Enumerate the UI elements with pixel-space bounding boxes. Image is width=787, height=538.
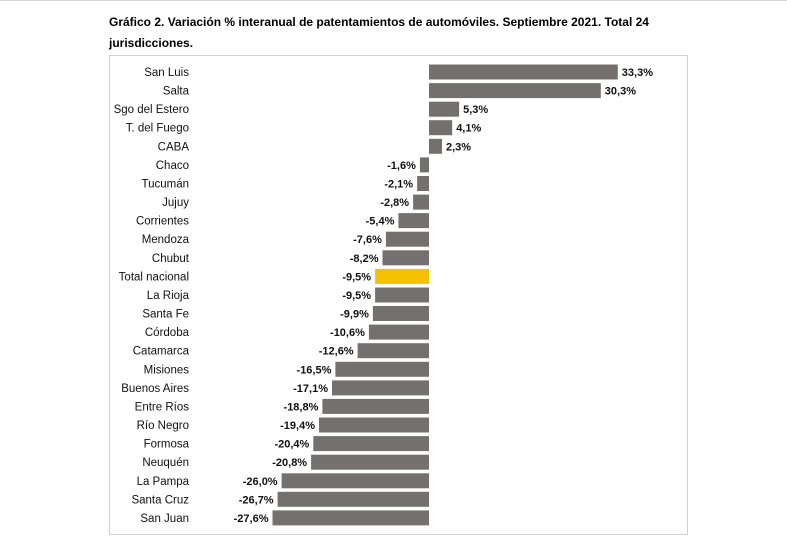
bar-19	[319, 417, 429, 433]
bar-2	[429, 101, 460, 117]
bar-4	[429, 138, 442, 154]
category-label: San Luis	[144, 67, 189, 79]
bar-15	[357, 343, 429, 359]
category-label: Santa Fe	[142, 309, 189, 321]
value-label: -9,5%	[342, 290, 371, 302]
value-label: 2,3%	[446, 141, 471, 153]
bar-9	[385, 231, 429, 247]
value-label: -20,4%	[274, 439, 309, 451]
value-label: -12,6%	[319, 346, 354, 358]
value-label: -9,5%	[342, 271, 371, 283]
category-label: Jujuy	[162, 197, 189, 209]
category-label: Sgo del Estero	[114, 104, 189, 116]
value-label: 5,3%	[463, 104, 488, 116]
category-label: Chaco	[156, 160, 189, 172]
bar-3	[429, 120, 453, 136]
category-label: Río Negro	[137, 420, 189, 432]
category-label: CABA	[158, 141, 190, 153]
category-label: Entre Ríos	[135, 401, 190, 413]
bar-8	[398, 213, 429, 229]
category-label: La Rioja	[147, 290, 190, 302]
value-label: 33,3%	[622, 67, 653, 79]
value-label: -27,6%	[234, 513, 269, 525]
category-label: Buenos Aires	[121, 383, 189, 395]
category-label: Corrientes	[136, 216, 189, 228]
category-label: La Pampa	[137, 476, 190, 488]
category-label: Total nacional	[119, 271, 189, 283]
chart-frame	[109, 55, 688, 535]
value-label: -16,5%	[297, 364, 332, 376]
category-label: Tucumán	[141, 179, 189, 191]
bar-16	[335, 361, 429, 377]
category-label: Formosa	[144, 439, 190, 451]
bar-18	[322, 398, 429, 414]
category-label: Misiones	[144, 364, 190, 376]
value-label: -2,8%	[380, 197, 409, 209]
bar-14	[368, 324, 429, 340]
category-label: Mendoza	[142, 234, 190, 246]
value-label: -1,6%	[387, 160, 416, 172]
bar-0	[429, 64, 618, 80]
value-label: -2,1%	[384, 179, 413, 191]
value-label: -10,6%	[330, 327, 365, 339]
value-label: -18,8%	[284, 401, 319, 413]
value-label: -7,6%	[353, 234, 382, 246]
value-label: -19,4%	[280, 420, 315, 432]
category-label: Neuquén	[142, 457, 189, 469]
value-label: -20,8%	[272, 457, 307, 469]
value-label: -26,0%	[243, 476, 278, 488]
bar-6	[417, 176, 429, 191]
bar-22	[281, 473, 429, 489]
value-label: -8,2%	[350, 253, 379, 265]
bar-21	[311, 454, 429, 470]
bar-24	[272, 510, 429, 526]
bar-17	[332, 380, 429, 396]
bar-10	[382, 250, 429, 266]
bar-5	[419, 157, 429, 173]
top-rule	[0, 0, 787, 1]
category-label: San Juan	[140, 513, 189, 525]
category-label: Santa Cruz	[131, 494, 189, 506]
bar-20	[313, 436, 429, 452]
category-label: Chubut	[152, 253, 190, 265]
category-label: Catamarca	[133, 346, 190, 358]
bar-12	[375, 287, 429, 303]
value-label: -26,7%	[239, 494, 274, 506]
bar-7	[413, 194, 429, 210]
category-label: T. del Fuego	[126, 123, 189, 135]
value-label: 4,1%	[456, 123, 481, 135]
category-label: Córdoba	[145, 327, 190, 339]
bar-23	[277, 491, 429, 507]
value-label: -17,1%	[293, 383, 328, 395]
value-label: 30,3%	[605, 86, 636, 98]
category-label: Salta	[163, 86, 190, 98]
value-label: -5,4%	[366, 216, 395, 228]
chart-title: Gráfico 2. Variación % interanual de pat…	[109, 15, 649, 50]
bar-1	[429, 83, 601, 99]
value-label: -9,9%	[340, 309, 369, 321]
bar-11	[375, 268, 429, 284]
bar-13	[372, 306, 429, 321]
